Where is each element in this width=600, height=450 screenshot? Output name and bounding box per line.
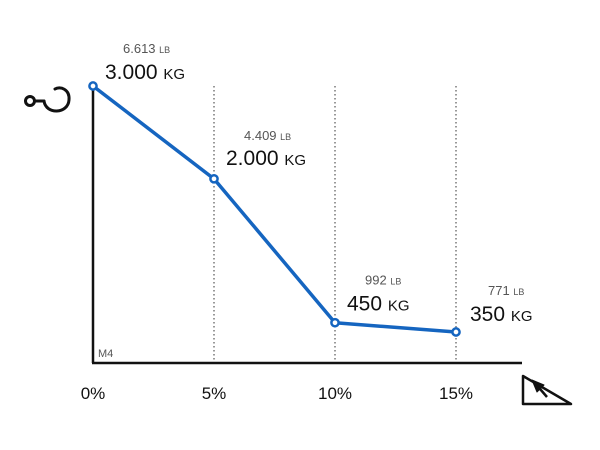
series-line-segment	[212, 177, 337, 325]
corner-label: M4	[98, 348, 113, 360]
x-tick-label: 10%	[318, 384, 352, 403]
data-point	[330, 317, 340, 328]
data-point	[88, 81, 98, 91]
data-points	[88, 81, 461, 337]
slope-icon	[521, 374, 573, 406]
data-point	[451, 327, 461, 337]
x-tick-label: 0%	[81, 384, 106, 403]
data-labels: 6.613 LB 3.000 KG 4.409 LB 2.000 KG 992 LB 45…	[105, 41, 533, 326]
x-tick-label: 15%	[439, 384, 473, 403]
series-line-segment	[91, 84, 216, 181]
x-tick-label: 5%	[202, 384, 227, 403]
lb-label: 992 LB	[365, 273, 401, 288]
series-lines	[91, 84, 458, 334]
kg-label: 350 KG	[470, 303, 533, 326]
lb-label: 6.613 LB	[123, 41, 170, 56]
kg-label: 450 KG	[347, 293, 410, 316]
kg-label: 3.000 KG	[105, 61, 185, 84]
kg-label: 2.000 KG	[226, 147, 306, 170]
lb-label: 771 LB	[488, 283, 524, 298]
hook-icon	[24, 86, 71, 113]
data-point	[209, 173, 219, 184]
series-line-segment	[333, 320, 458, 334]
lb-label: 4.409 LB	[244, 128, 291, 143]
x-ticks: 0% 5% 10% 15%	[81, 384, 473, 403]
